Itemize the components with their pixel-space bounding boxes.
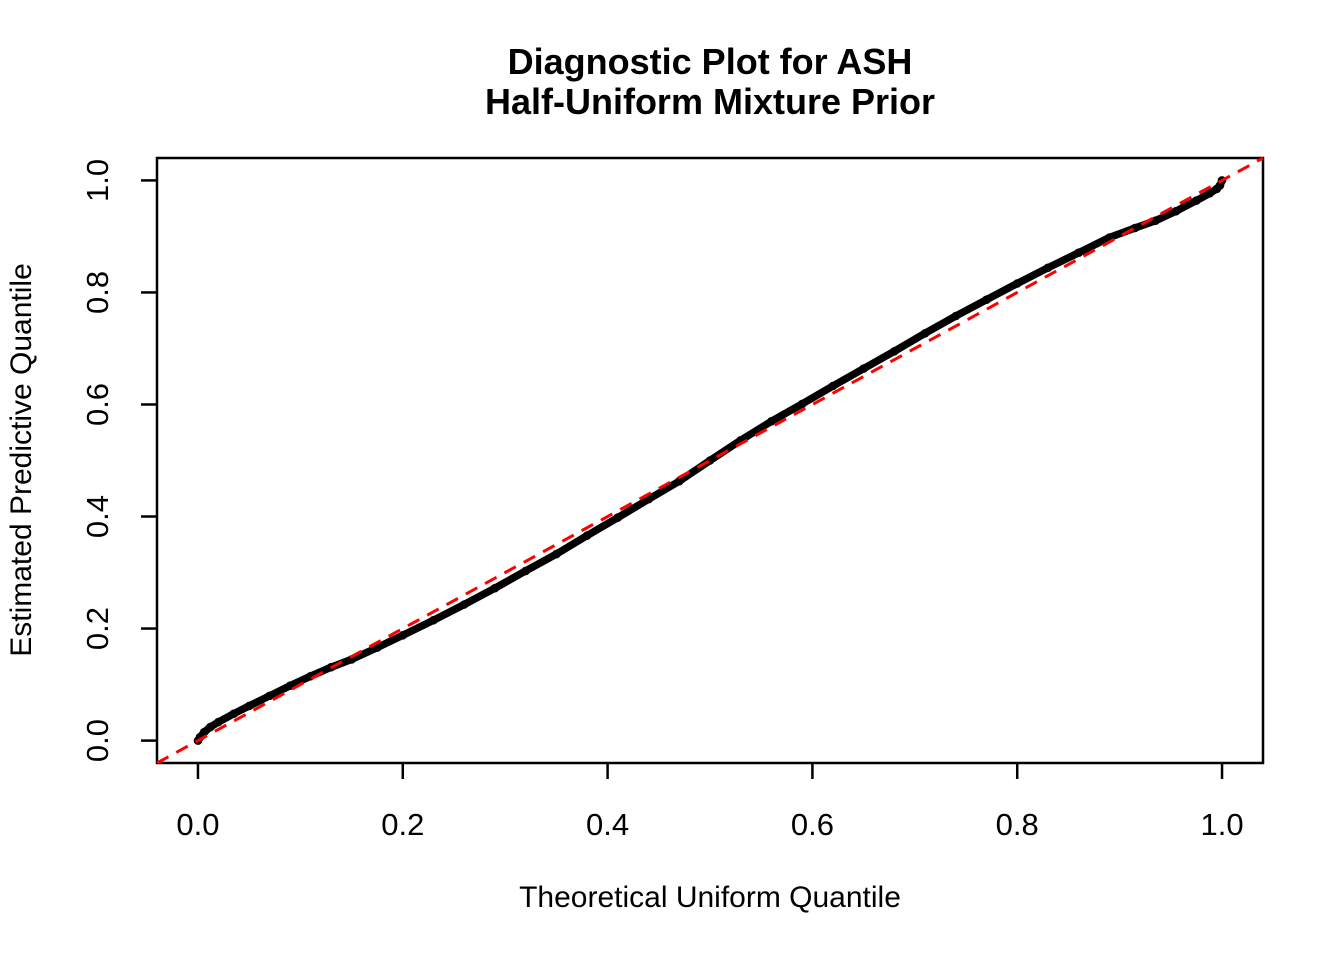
estimated-predictive-quantiles-point [429, 615, 438, 625]
estimated-predictive-quantiles-point [644, 494, 653, 504]
estimated-predictive-quantiles-point [490, 583, 500, 593]
y-axis-tick-label: 0.2 [80, 607, 115, 650]
estimated-predictive-quantiles-point [1151, 216, 1160, 225]
estimated-predictive-quantiles-point [552, 549, 561, 559]
x-axis-tick-label: 0.0 [176, 807, 219, 842]
estimated-predictive-quantiles-point [582, 531, 592, 540]
y-axis-tick-label: 0.6 [80, 383, 115, 426]
estimated-predictive-quantiles-point [1205, 189, 1214, 198]
y-axis-tick-label: 1.0 [80, 159, 115, 202]
estimated-predictive-quantiles-point [244, 701, 254, 711]
y-axis-title: Estimated Predictive Quantile [5, 263, 38, 657]
estimated-predictive-quantiles-point [920, 329, 930, 338]
plot-area: 0.0 0.2 0.4 0.6 0.8 1.0 0.0 0.2 0.4 0.6 0.8 1.0 [80, 156, 1265, 842]
y-axis-tick-label: 0.4 [80, 495, 115, 538]
estimated-predictive-quantiles-point [214, 717, 223, 727]
estimated-predictive-quantiles-point [1043, 263, 1053, 273]
estimated-predictive-quantiles-point [859, 364, 868, 373]
estimated-predictive-quantiles-point [951, 311, 961, 321]
estimated-predictive-quantiles-point [1192, 196, 1201, 205]
x-axis-title: Theoretical Uniform Quantile [519, 881, 901, 914]
x-axis-tick-label: 0.6 [791, 807, 834, 842]
reference-identity-line [156, 156, 1264, 765]
estimated-predictive-quantiles-point [982, 295, 991, 305]
estimated-predictive-quantiles-point [1074, 248, 1083, 257]
estimated-predictive-quantiles-point [521, 566, 530, 576]
estimated-predictive-quantiles-point [372, 643, 382, 652]
estimated-predictive-quantiles-point [613, 513, 623, 522]
estimated-predictive-quantiles-point [206, 722, 215, 732]
y-axis-tick-label: 0.0 [80, 719, 115, 762]
y-axis-tick-label: 0.8 [80, 271, 115, 314]
estimated-predictive-quantiles-point [398, 631, 408, 640]
plot-title-line2: Half-Uniform Mixture Prior [485, 81, 935, 122]
x-axis-tick-label: 0.4 [586, 807, 629, 842]
estimated-predictive-quantiles-point [797, 399, 807, 409]
estimated-predictive-quantiles-point [265, 691, 274, 701]
x-axis-tick-label: 0.8 [996, 807, 1039, 842]
plot-title-line1: Diagnostic Plot for ASH [508, 41, 913, 82]
estimated-predictive-quantiles-point [1171, 206, 1181, 216]
estimated-predictive-quantiles-point [675, 476, 684, 486]
estimated-predictive-quantiles-point [890, 347, 899, 356]
estimated-predictive-quantiles-point [347, 655, 356, 664]
estimated-predictive-quantiles-point [828, 381, 838, 391]
estimated-predictive-quantiles-point [459, 600, 469, 609]
estimated-predictive-quantiles-point [229, 709, 239, 718]
estimated-predictive-quantiles-point [767, 417, 776, 426]
plot-box [155, 156, 1265, 765]
x-axis-tick-label: 0.2 [381, 807, 424, 842]
x-axis-tick-label: 1.0 [1200, 807, 1243, 842]
estimated-predictive-quantiles-point [1012, 279, 1022, 288]
